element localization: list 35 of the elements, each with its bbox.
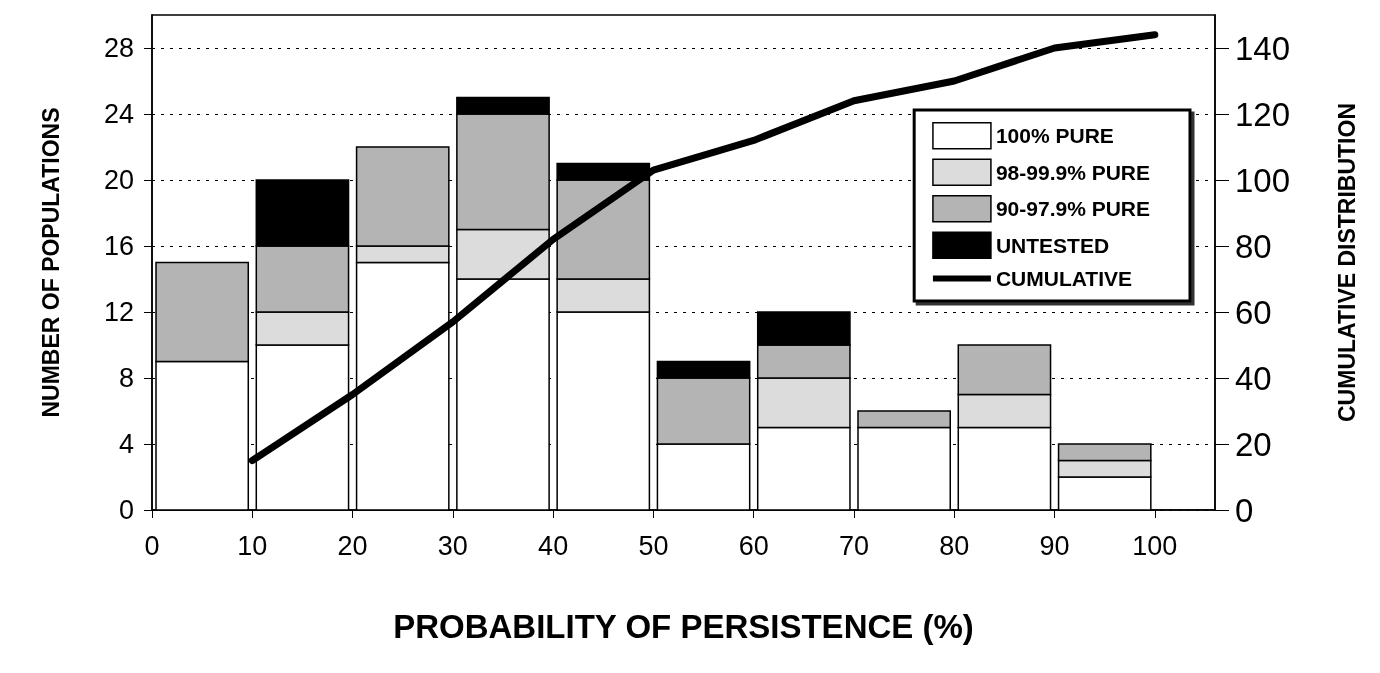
y2-tick-label: 140 [1235,29,1291,67]
y-tick-label: 28 [103,33,134,63]
x-tick-label: 0 [144,530,160,561]
y-tick-label: 16 [103,231,134,261]
y2-tick-label: 120 [1235,95,1291,133]
x-tick-label: 60 [738,530,769,561]
x-axis-title: PROBABILITY OF PERSISTENCE (%) [393,608,974,645]
y-tick-label: 8 [118,363,134,393]
x-tick-label: 20 [337,530,368,561]
y-axis-title: NUMBER OF POPULATIONS [37,107,64,418]
y-tick-label: 0 [118,495,134,525]
legend-label: CUMULATIVE [995,267,1133,290]
legend-label: 100% PURE [995,124,1114,148]
x-tick-label: 30 [437,530,468,561]
y2-tick-label: 60 [1235,293,1272,331]
y2-tick-label: 40 [1235,359,1272,397]
x-tick-label: 70 [838,530,869,561]
y2-tick-label: 80 [1235,227,1272,265]
x-tick-label: 50 [638,530,669,561]
x-tick-label: 40 [538,530,569,561]
x-tick-label: 100 [1132,530,1178,561]
y-tick-label: 12 [103,297,134,327]
x-tick-label: 10 [237,530,268,561]
y-tick-label: 4 [118,429,134,459]
y2-tick-label: 100 [1235,161,1291,199]
y2-tick-label: 20 [1235,425,1272,463]
y2-tick-label: 0 [1235,491,1254,529]
x-tick-label: 80 [939,530,970,561]
y-tick-label: 20 [103,165,134,195]
y-tick-label: 24 [103,99,134,129]
legend-label: 90-97.9% PURE [995,197,1150,221]
y2-axis-title: CUMULATIVE DISTRIBUTION [1333,102,1360,423]
legend-label: 98-99.9% PURE [995,160,1150,184]
x-tick-label: 90 [1039,530,1070,561]
legend-label: UNTESTED [995,233,1110,257]
